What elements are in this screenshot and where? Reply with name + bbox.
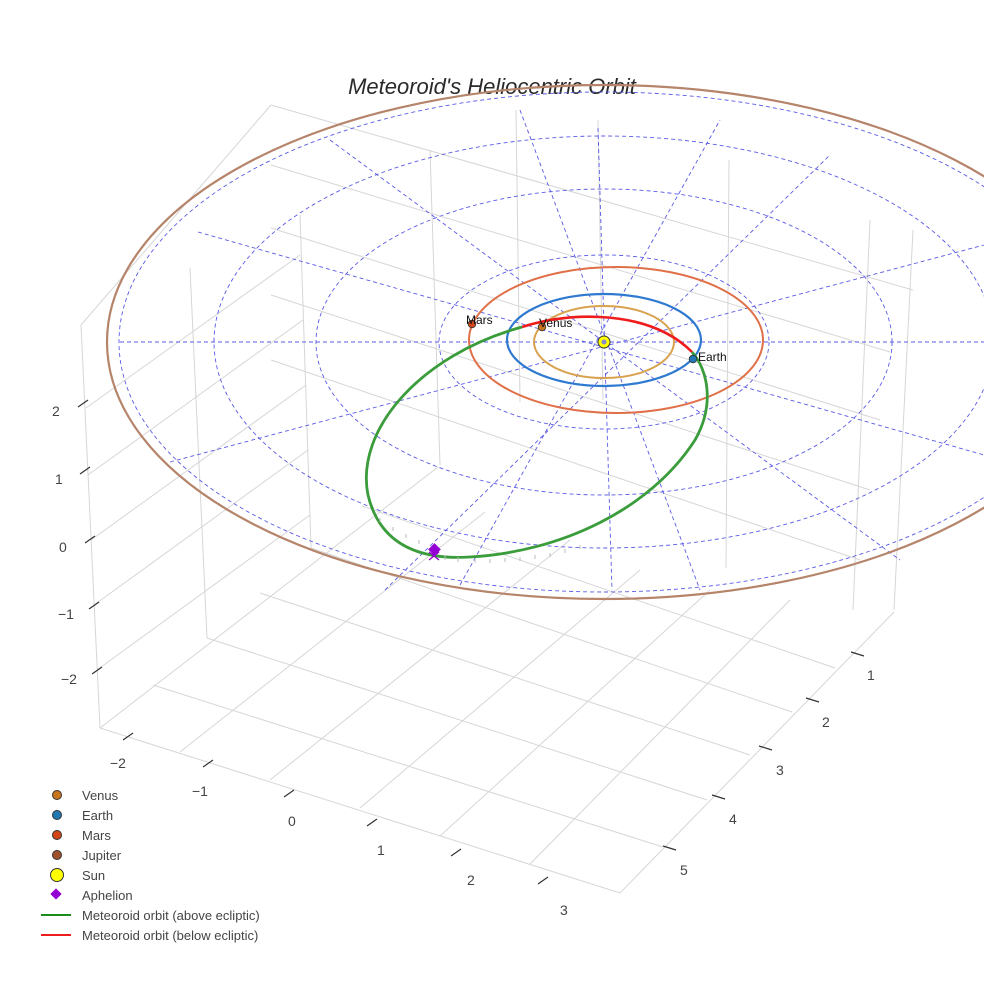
legend-item-sun[interactable]: Sun <box>36 865 260 885</box>
y-tick: 3 <box>776 762 784 778</box>
legend-item-jupiter[interactable]: Jupiter <box>36 845 260 865</box>
x-tick: 3 <box>560 902 568 918</box>
x-tick: −2 <box>110 755 126 771</box>
legend-label: Earth <box>82 807 114 823</box>
legend-label: Mars <box>82 827 111 843</box>
chart-title: Meteoroid's Heliocentric Orbit <box>348 74 636 99</box>
mars-orbit <box>468 266 764 414</box>
x-axis-labels: −2 −1 0 1 2 3 <box>110 755 568 918</box>
mars-legend-icon <box>52 830 62 840</box>
legend-label: Meteoroid orbit (above ecliptic) <box>82 907 260 923</box>
venus-orbit <box>533 305 675 379</box>
y-tick: 5 <box>680 862 688 878</box>
venus-marker[interactable] <box>537 322 547 332</box>
y-tick: 1 <box>867 667 875 683</box>
z-tick: 0 <box>59 539 67 555</box>
green-line-legend-icon <box>41 914 71 916</box>
legend-item-earth[interactable]: Earth <box>36 805 260 825</box>
ecliptic-grid <box>118 91 984 593</box>
legend-label: Venus <box>82 787 119 803</box>
legend: Venus Earth Mars Jupiter Sun Aphelion Me… <box>36 785 260 945</box>
x-tick: 2 <box>467 872 475 888</box>
mars-marker[interactable] <box>467 319 477 329</box>
meteoroid-orbit-above <box>365 325 709 559</box>
diamond-legend-icon <box>50 888 62 900</box>
venus-legend-icon <box>52 790 62 800</box>
sun-marker[interactable] <box>597 335 611 349</box>
meteoroid-orbit-below <box>521 315 693 353</box>
earth-orbit <box>505 292 703 388</box>
legend-label: Meteoroid orbit (below ecliptic) <box>82 927 259 943</box>
y-tick: 2 <box>822 714 830 730</box>
z-axis-labels: 2 1 0 −1 −2 <box>52 403 77 687</box>
projection-ticks <box>379 518 581 563</box>
legend-item-orbit-below[interactable]: Meteoroid orbit (below ecliptic) <box>36 925 260 945</box>
y-axis-labels: 1 2 3 4 5 <box>680 667 875 878</box>
jupiter-legend-icon <box>52 850 62 860</box>
z-tick: −2 <box>61 671 77 687</box>
legend-label: Aphelion <box>82 887 133 903</box>
sun-legend-icon <box>50 868 64 882</box>
x-tick: −1 <box>192 783 208 799</box>
earth-marker[interactable] <box>688 354 698 364</box>
legend-label: Jupiter <box>82 847 122 863</box>
earth-legend-icon <box>52 810 62 820</box>
z-tick: 2 <box>52 403 60 419</box>
z-tick: −1 <box>58 606 74 622</box>
z-tick: 1 <box>55 471 63 487</box>
y-tick: 4 <box>729 811 737 827</box>
earth-label: Earth <box>698 350 727 364</box>
box-grid <box>80 104 914 894</box>
legend-item-orbit-above[interactable]: Meteoroid orbit (above ecliptic) <box>36 905 260 925</box>
x-tick: 1 <box>377 842 385 858</box>
venus-label: Venus <box>539 316 572 330</box>
mars-label: Mars <box>466 313 493 327</box>
red-line-legend-icon <box>41 934 71 936</box>
legend-item-aphelion[interactable]: Aphelion <box>36 885 260 905</box>
x-tick: 0 <box>288 813 296 829</box>
legend-label: Sun <box>82 867 106 883</box>
legend-item-venus[interactable]: Venus <box>36 785 260 805</box>
jupiter-orbit <box>106 83 984 601</box>
axis-ticks <box>77 399 865 885</box>
legend-item-mars[interactable]: Mars <box>36 825 260 845</box>
